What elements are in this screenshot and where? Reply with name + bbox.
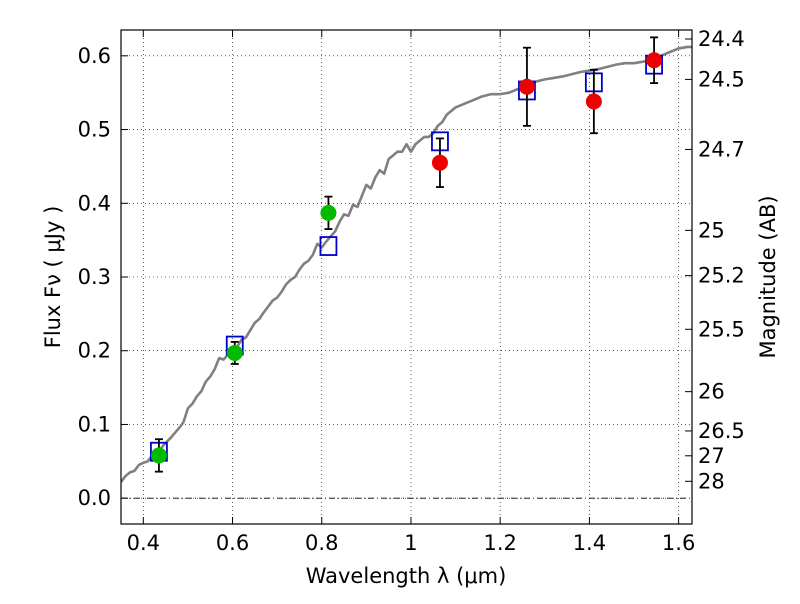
y2-tick-label: 27 <box>698 444 725 468</box>
axes: 0.4 0.6 0.8 1 1.2 1.4 1.6 0.0 0.1 0.2 0.3 0.4 0.5 0.6… <box>78 27 745 555</box>
y2-tick-label: 25.2 <box>698 264 745 288</box>
plot-area <box>121 36 692 483</box>
x-tick-label: 1 <box>404 531 417 555</box>
y-tick-label: 0.6 <box>78 44 111 68</box>
x-axis-title: Wavelength λ (μm) <box>306 564 507 588</box>
y-axis-title: Flux Fν ( μJy ) <box>41 206 65 349</box>
y2-tick-label: 25 <box>698 218 725 242</box>
x-tick-label: 1.4 <box>573 531 606 555</box>
x-tick-label: 0.6 <box>216 531 249 555</box>
observed-flux-point <box>320 204 337 221</box>
y2-axis-title: Magnitude (AB) <box>756 195 780 358</box>
observed-flux-point <box>518 78 535 95</box>
observed-flux-point <box>646 52 663 69</box>
y-tick-label: 0.3 <box>78 265 111 289</box>
y-tick-label: 0.5 <box>78 118 111 142</box>
model-spectrum-line <box>121 45 692 483</box>
y2-tick-label: 24.7 <box>698 137 745 161</box>
y2-tick-label: 24.5 <box>698 67 745 91</box>
y2-tick-label: 24.4 <box>698 27 745 51</box>
observed-flux-point <box>431 154 448 171</box>
y-tick-label: 0.2 <box>78 339 111 363</box>
x-tick-label: 0.8 <box>305 531 338 555</box>
observed-flux-point <box>585 93 602 110</box>
y2-tick-label: 28 <box>698 469 725 493</box>
observed-flux-point <box>150 447 167 464</box>
y-tick-label: 0.1 <box>78 412 111 436</box>
y-tick-label: 0.4 <box>78 191 111 215</box>
y-tick-label: 0.0 <box>78 486 111 510</box>
model-flux-square <box>319 236 338 256</box>
y2-tick-label: 26.5 <box>698 419 745 443</box>
y2-tick-label: 25.5 <box>698 317 745 341</box>
y2-tick-label: 26 <box>698 380 725 404</box>
x-tick-label: 0.4 <box>127 531 160 555</box>
x-tick-label: 1.6 <box>662 531 695 555</box>
x-tick-label: 1.2 <box>483 531 516 555</box>
observed-flux-point <box>226 344 243 361</box>
